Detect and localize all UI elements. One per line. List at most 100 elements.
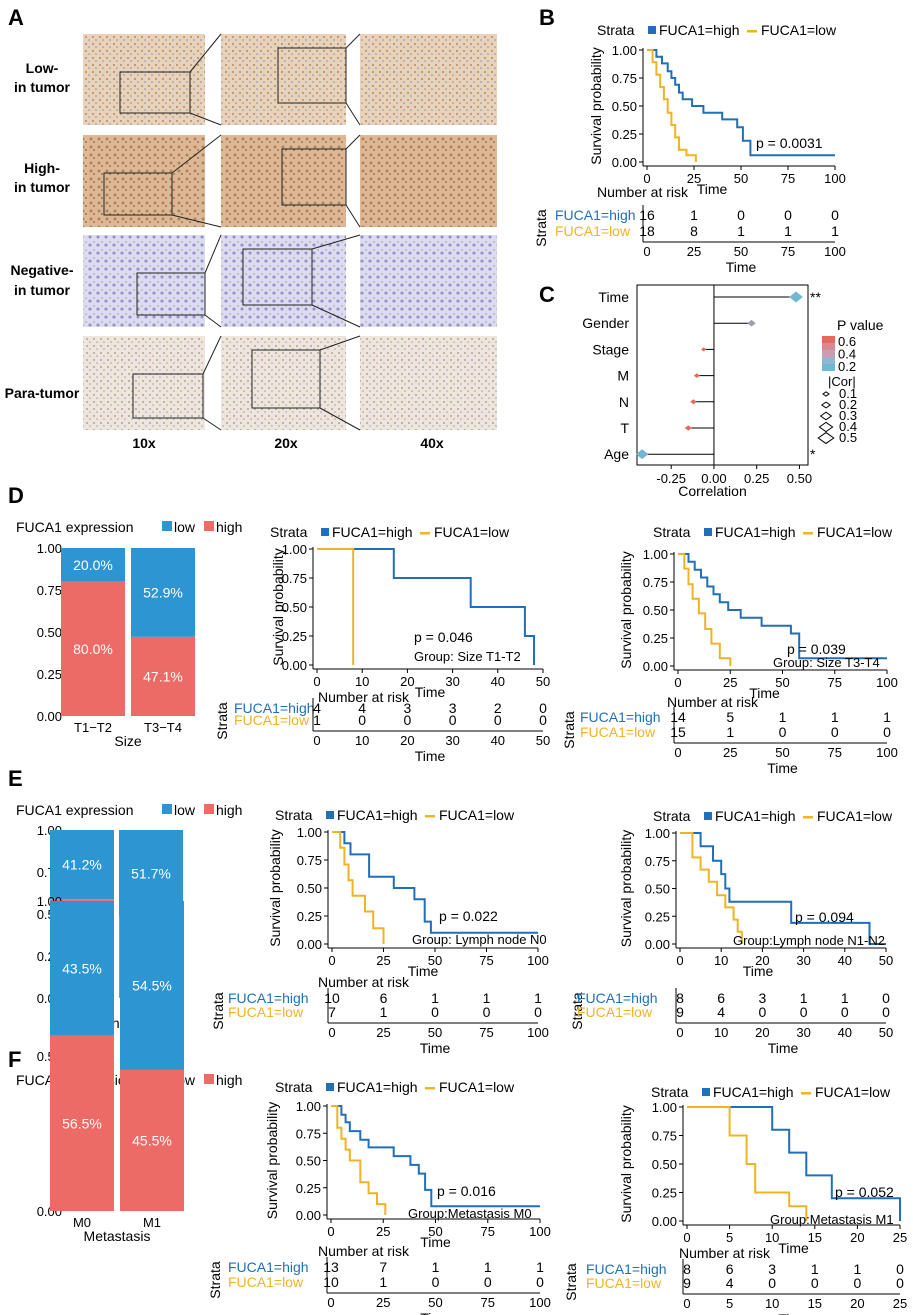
zoom-line	[311, 304, 361, 328]
p-legend-tick: 0.6	[838, 334, 856, 349]
x-tick-label: 20	[850, 1230, 864, 1245]
x-axis-label: Metastasis	[84, 1228, 151, 1244]
group-label: Group:Lymph node N1-N2	[733, 933, 885, 948]
x-tick-label: 25	[376, 953, 390, 968]
y-axis-label: Survival probability	[264, 1102, 280, 1220]
y-axis-label: Survival probability	[267, 829, 283, 947]
legend-low: FUCA1=low	[817, 524, 893, 540]
km-curve-low	[647, 49, 697, 162]
bar-label-low: 41.2%	[62, 857, 102, 873]
category-label: Gender	[582, 315, 629, 331]
risk-tick-label: 10	[765, 1296, 779, 1311]
y-tick-label: 0.00	[643, 659, 668, 674]
risk-tick-label: 25	[376, 1025, 390, 1040]
group-label: Group: Size T1-T2	[414, 649, 521, 664]
y-tick-label: 0.75	[612, 71, 637, 86]
legend-swatch-low	[425, 815, 435, 818]
risk-count-low: 0	[536, 1274, 544, 1290]
zoom-line	[204, 234, 222, 274]
panel-label-a: A	[8, 5, 24, 30]
cor-legend-shape	[817, 431, 835, 445]
x-tick-label: M1	[143, 1215, 161, 1230]
risk-tick-label: 0	[676, 1025, 683, 1040]
risk-count-low: 1	[313, 712, 321, 728]
row-label: High-	[24, 160, 60, 176]
risk-count-high: 3	[768, 1261, 776, 1277]
zoom-line	[189, 112, 222, 126]
legend-high: FUCA1=high	[713, 1084, 794, 1100]
panel-b: B Strata FUCA1=high FUCA1=low0.000.250.500.…	[533, 5, 846, 275]
risk-count-high: 8	[683, 1261, 691, 1277]
risk-count-high: 1	[800, 990, 808, 1006]
y-tick-label: 1.00	[643, 547, 668, 562]
risk-count-high: 0	[539, 700, 547, 716]
risk-count-high: 5	[726, 709, 734, 725]
legend-title: Strata	[275, 1079, 313, 1095]
lollipop-point	[690, 399, 697, 405]
risk-tick-label: 20	[850, 1296, 864, 1311]
y-tick-label: 0.25	[37, 667, 62, 682]
magnification-label: 40x	[420, 435, 444, 451]
x-axis-label: Time	[420, 1234, 451, 1250]
bar-label-high: 45.5%	[132, 1132, 172, 1148]
risk-strata-label: Strata	[563, 1263, 579, 1301]
risk-count-low: 18	[639, 223, 655, 239]
zoom-box	[281, 148, 347, 206]
magnification-label: 20x	[274, 435, 298, 451]
lollipop-point	[789, 291, 803, 303]
km-curve-high	[687, 1106, 901, 1221]
legend-low: FUCA1=low	[434, 524, 510, 540]
panel-d: D FUCA1 expression low high 0.00 0.25 0.50 0.75…	[8, 483, 898, 776]
zoom-box	[136, 272, 206, 316]
x-tick-label: 100	[529, 1224, 551, 1239]
ihc-image	[360, 34, 497, 125]
risk-tick-label: 25	[893, 1296, 907, 1311]
risk-count-low: 0	[449, 712, 457, 728]
risk-tick-label: 0	[328, 1025, 335, 1040]
risk-count-high: 0	[882, 990, 890, 1006]
x-tick-label: 0	[674, 675, 681, 690]
risk-label-high: FUCA1=high	[580, 709, 661, 725]
bar-legend-title: FUCA1 expression	[16, 519, 134, 535]
risk-label-low: FUCA1=low	[555, 223, 631, 239]
lollipop-point	[701, 347, 707, 352]
risk-count-low: 0	[494, 712, 502, 728]
risk-tick-label: 30	[796, 1025, 810, 1040]
y-tick-label: 0.00	[652, 1214, 677, 1229]
row-label: in tumor	[14, 179, 71, 195]
risk-count-low: 15	[670, 724, 686, 740]
risk-tick-label: 15	[808, 1296, 822, 1311]
zoom-line	[189, 33, 222, 73]
row-label: Negative-	[10, 262, 73, 278]
x-tick-label: 0.50	[787, 471, 812, 486]
risk-count-high: 1	[483, 990, 491, 1006]
legend-title: Strata	[651, 1084, 689, 1100]
risk-tick-label: 5	[726, 1296, 733, 1311]
zoom-line	[319, 335, 361, 351]
risk-tick-label: 0	[313, 733, 320, 748]
x-tick-label: 50	[428, 1224, 442, 1239]
y-tick-label: 0.25	[643, 631, 668, 646]
risk-count-high: 3	[759, 990, 767, 1006]
group-label: Group:Metastasis M1	[770, 1212, 894, 1227]
legend-high: high	[216, 519, 242, 535]
y-tick-label: 0.75	[297, 853, 322, 868]
y-tick-label: 0.75	[296, 1126, 321, 1141]
x-tick-label: 100	[527, 953, 549, 968]
category-label: Stage	[592, 341, 629, 357]
risk-table-title: Number at risk	[318, 1243, 410, 1259]
risk-label-low: FUCA1=low	[577, 1004, 653, 1020]
cor-legend-tick: 0.5	[839, 430, 857, 445]
zoom-box	[119, 71, 191, 114]
cor-legend-shape	[818, 421, 834, 433]
risk-count-high: 1	[831, 709, 839, 725]
y-tick-label: 0.00	[612, 155, 637, 170]
risk-count-low: 7	[328, 1004, 336, 1020]
ihc-image	[360, 135, 497, 227]
risk-time-label: Time	[768, 1040, 799, 1056]
risk-count-low: 0	[831, 724, 839, 740]
row-label: in tumor	[14, 79, 71, 95]
x-tick-label: 40	[838, 953, 852, 968]
cor-legend-tick: 0.3	[839, 408, 857, 423]
